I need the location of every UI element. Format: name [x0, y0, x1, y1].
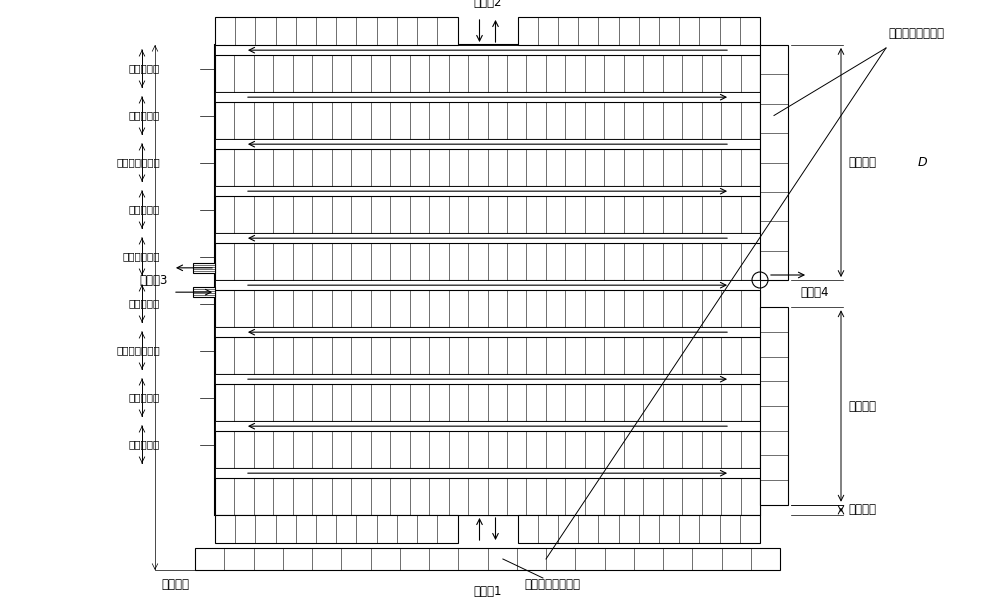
Text: 待取车区: 待取车区	[848, 400, 876, 413]
Bar	[215, 55, 760, 92]
Bar	[215, 45, 760, 515]
Text: D: D	[918, 156, 928, 169]
Bar	[215, 431, 760, 468]
Bar	[215, 196, 760, 233]
Bar	[215, 280, 760, 290]
Text: 待停车区: 待停车区	[848, 503, 876, 517]
Bar	[215, 244, 760, 280]
Text: 长时停车区: 长时停车区	[129, 298, 160, 309]
Bar	[215, 102, 760, 139]
Text: 出入口2: 出入口2	[473, 0, 502, 9]
Bar	[215, 515, 458, 543]
Bar	[215, 374, 760, 384]
Text: 短时停车区: 短时停车区	[129, 111, 160, 121]
Text: 待取车区: 待取车区	[161, 578, 189, 591]
Bar	[215, 421, 760, 431]
Text: 短时停车区: 短时停车区	[129, 392, 160, 402]
Bar	[760, 308, 788, 505]
Bar	[215, 384, 760, 421]
Bar	[760, 45, 788, 280]
Bar	[215, 290, 760, 327]
Bar	[215, 338, 760, 374]
Bar	[518, 17, 760, 45]
Bar	[215, 45, 760, 55]
Text: 中等时长停车区: 中等时长停车区	[116, 346, 160, 355]
Text: 泊车机器人等待区: 泊车机器人等待区	[888, 27, 944, 40]
Text: 即时停车区: 即时停车区	[129, 63, 160, 74]
Bar	[215, 139, 760, 149]
Bar	[518, 515, 760, 543]
Bar	[215, 233, 760, 244]
Bar	[215, 468, 760, 478]
Text: 中等时长停车区: 中等时长停车区	[116, 157, 160, 167]
Bar	[193, 263, 215, 273]
Text: 超长时停车区: 超长时停车区	[122, 252, 160, 261]
Bar	[215, 149, 760, 186]
Text: 出入口1: 出入口1	[473, 585, 502, 598]
Text: 泊车机器人等待区: 泊车机器人等待区	[525, 578, 581, 591]
Bar	[193, 287, 215, 297]
Bar	[215, 186, 760, 196]
Text: 长时停车区: 长时停车区	[129, 205, 160, 215]
Text: 待停车区: 待停车区	[848, 156, 876, 169]
Text: 即时停车区: 即时停车区	[129, 440, 160, 450]
Text: 出入口4: 出入口4	[800, 285, 828, 298]
Bar	[215, 327, 760, 338]
Text: 出入口3: 出入口3	[140, 274, 168, 287]
Bar	[195, 548, 780, 570]
Bar	[215, 92, 760, 102]
Bar	[215, 478, 760, 515]
Bar	[215, 17, 458, 45]
